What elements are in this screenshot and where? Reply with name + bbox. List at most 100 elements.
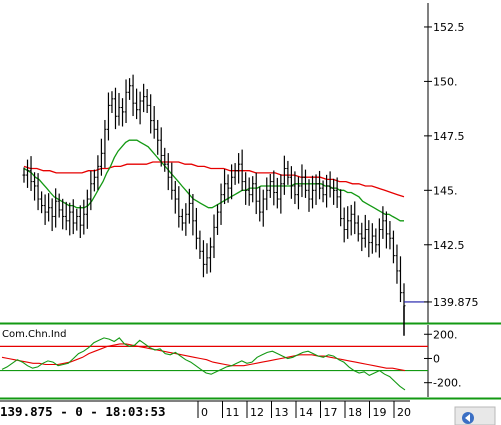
price-bar [96,155,100,191]
price-bar [156,119,160,155]
price-bar [184,203,188,236]
price-bar [106,92,110,141]
price-bar [237,153,241,184]
price-bar [47,193,51,222]
price-bar [99,138,103,176]
price-bar [226,174,230,203]
indicator-label: Com.Chn.Ind [2,329,67,340]
indicator-line [1,337,406,391]
indicator-tick-label: 200. [433,328,458,341]
price-bar [138,91,142,125]
price-bar [78,205,82,239]
price-axis-ticks: 152.5 150. 147.5 145. 142.5 [424,21,465,252]
price-bar [339,189,343,227]
status-readout: 139.875 - 0 - 18:03:53 [0,404,166,419]
price-bar [363,214,367,248]
price-bar [346,206,350,239]
price-bar [325,174,329,208]
price-bar [216,204,220,235]
time-tick-label: 17 [324,406,338,419]
time-tick-label: 13 [275,406,289,419]
price-bar [223,169,227,205]
price-bar [26,159,30,188]
price-bar [57,193,61,218]
price-bar [244,172,248,205]
price-bar [152,106,156,139]
price-bar [321,180,325,203]
price-bar [233,163,237,185]
price-bar [272,170,276,206]
price-bar [68,202,72,236]
price-bar [349,204,353,236]
time-tick-label: 0 [201,406,208,419]
price-bar [251,176,255,203]
ma-long-series [23,161,405,198]
price-bar [391,230,395,264]
price-bar [296,176,300,210]
price-bar [282,155,286,195]
price-bar [395,244,399,284]
price-bar [43,194,47,225]
price-bar [307,179,311,212]
price-bar [219,183,223,225]
price-bar [194,207,198,250]
price-bar [22,167,26,183]
price-bar [173,180,177,214]
price-bar [300,164,304,198]
price-bar [240,149,244,191]
price-bar [121,98,125,127]
price-tick-label: 152.5 [433,21,465,34]
price-bar [180,208,184,231]
indicator-axis-ticks: 200. 0 -200. [424,328,461,390]
price-bar [279,174,283,214]
last-price-label: 139.875 [433,296,479,309]
price-bar [170,162,174,200]
price-bars [22,74,406,321]
price-bar [230,164,234,200]
indicator-series [1,337,406,391]
price-bar [159,127,163,167]
price-tick-label: 142.5 [433,239,465,252]
price-bar [117,92,121,126]
time-axis-ticks: 0 11 12 13 14 17 18 19 20 [197,401,411,419]
ma-long-line [23,161,405,198]
price-bar [149,94,153,134]
price-bar [289,166,293,199]
price-bar [335,177,339,208]
price-bar [75,208,79,231]
price-bar [208,237,212,273]
price-bar [381,206,385,239]
price-bar [332,178,336,205]
price-bar [275,177,279,209]
price-bar [360,222,364,252]
price-bar [85,189,89,229]
price-bar [311,175,315,209]
price-bar [110,91,114,113]
price-bar [92,169,96,192]
price-bar [268,173,272,198]
price-bar [261,189,265,227]
price-bar [370,223,374,254]
price-bar [64,201,68,231]
price-bar [145,89,149,113]
indicator-signal-line [1,343,406,372]
price-bar [314,174,318,205]
price-bar [89,170,93,211]
price-bar [113,87,117,130]
last-price-marker: 139.875 [403,296,479,336]
time-tick-label: 14 [299,406,313,419]
price-bar [201,240,205,278]
price-bar [212,214,216,259]
price-bar [384,211,388,249]
scroll-button[interactable] [454,406,496,425]
price-bar [54,188,58,228]
price-bar [29,156,33,191]
price-bar [33,172,37,201]
price-tick-label: 150. [433,75,458,88]
price-bar [367,220,371,258]
price-bar [205,243,209,274]
time-tick-label: 12 [250,406,264,419]
indicator-levels [0,345,428,372]
price-bar [286,160,290,185]
